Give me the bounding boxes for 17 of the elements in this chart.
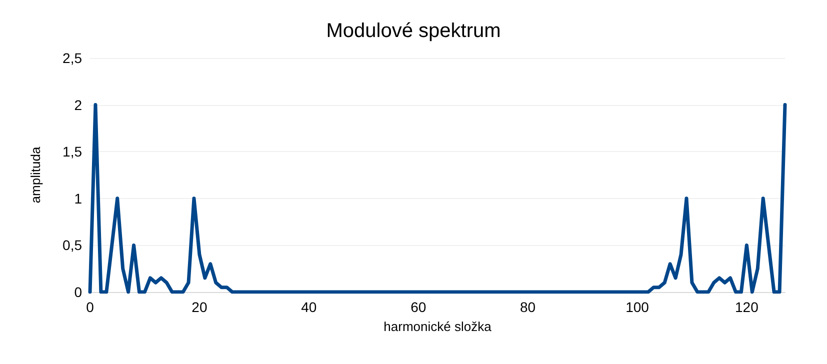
y-tick-label: 2,5 [62, 50, 82, 66]
x-tick-label: 40 [301, 299, 317, 315]
y-tick-label: 1 [74, 190, 82, 206]
line-series [88, 103, 787, 294]
x-tick-label: 100 [626, 299, 650, 315]
x-tick-label: 60 [410, 299, 426, 315]
y-tick-label: 1,5 [62, 144, 82, 160]
y-tick-label: 0,5 [62, 237, 82, 254]
x-tick-label: 120 [735, 299, 759, 315]
x-tick-label: 80 [520, 299, 536, 315]
y-tick-label: 2 [74, 96, 82, 113]
y-axis-title: amplituda [28, 146, 43, 204]
x-tick-label: 20 [192, 299, 208, 315]
x-axis-title: harmonické složka [384, 319, 492, 334]
x-tick-label: 0 [86, 299, 94, 315]
y-tick-label: 0 [74, 284, 82, 300]
chart-title: Modulové spektrum [326, 20, 501, 42]
